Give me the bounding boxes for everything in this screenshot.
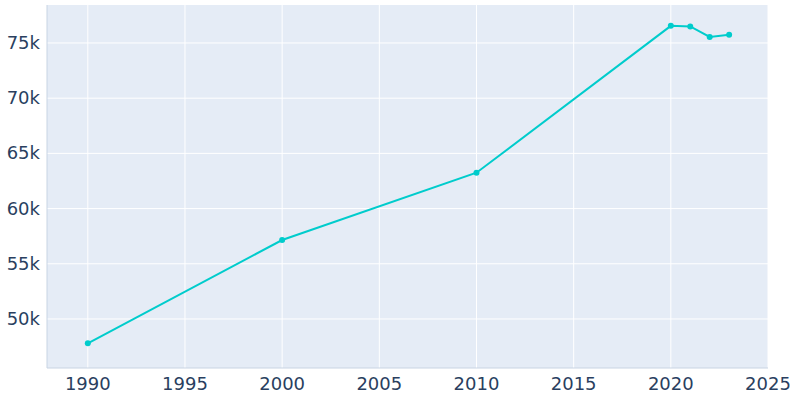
point xyxy=(668,23,674,29)
y-grid-line xyxy=(47,153,768,154)
y-grid-line xyxy=(47,208,768,209)
y-tick-label: 65k xyxy=(7,142,41,163)
y-grid-line xyxy=(47,42,768,43)
point xyxy=(687,23,693,29)
y-axis-line xyxy=(47,5,48,368)
data-group xyxy=(85,23,732,346)
y-grid-line xyxy=(47,98,768,99)
y-grid-line xyxy=(47,318,768,319)
x-tick-label: 1990 xyxy=(65,373,111,394)
y-tick-label: 50k xyxy=(7,308,41,329)
y-grid-line xyxy=(47,263,768,264)
x-tick-label: 2020 xyxy=(648,373,694,394)
point xyxy=(473,170,479,176)
x-tick-label: 2015 xyxy=(551,373,597,394)
x-tick-label: 2025 xyxy=(745,373,791,394)
x-grid-line xyxy=(379,5,380,368)
x-grid-line xyxy=(282,5,283,368)
x-grid-line xyxy=(670,5,671,368)
x-axis-line xyxy=(47,368,768,369)
chart: 1990 1995 2000 2005 2010 2015 2020 2025 50k 55k 60… xyxy=(0,0,800,400)
plot-background xyxy=(47,5,768,368)
x-tick-label: 2000 xyxy=(259,373,305,394)
point xyxy=(279,237,285,243)
x-grid-line xyxy=(476,5,477,368)
x-tick-label: 1995 xyxy=(162,373,208,394)
x-tick-label: 2010 xyxy=(454,373,500,394)
x-grid-line xyxy=(184,5,185,368)
point xyxy=(85,340,91,346)
x-grid-line xyxy=(573,5,574,368)
line xyxy=(88,26,729,343)
x-tick-label: 2005 xyxy=(356,373,402,394)
point xyxy=(707,34,713,40)
x-grid-line xyxy=(87,5,88,368)
y-tick-label: 55k xyxy=(7,253,41,274)
point xyxy=(726,32,732,38)
y-tick-label: 70k xyxy=(7,87,41,108)
y-tick-label: 60k xyxy=(7,198,41,219)
x-grid-line xyxy=(768,5,769,368)
y-tick-label: 75k xyxy=(7,32,41,53)
